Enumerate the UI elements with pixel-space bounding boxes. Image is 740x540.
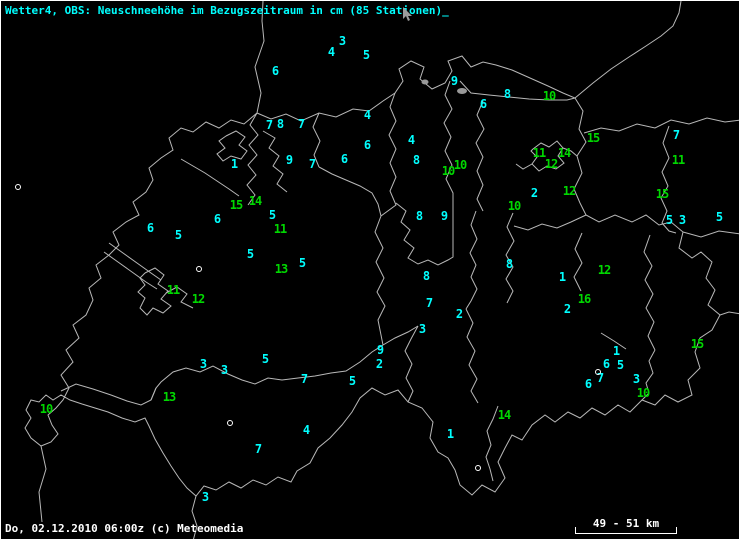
station-value: 12 [191, 292, 205, 306]
station-value: 16 [577, 292, 591, 306]
station-value: 9 [285, 153, 293, 167]
station-value: 6 [479, 97, 487, 111]
station-value: 1 [446, 427, 454, 441]
station-value: 15 [655, 187, 669, 201]
station-value: 6 [363, 138, 371, 152]
station-value: 2 [530, 186, 538, 200]
station-value: 7 [308, 157, 316, 171]
station-value: 6 [584, 377, 592, 391]
station-value: 4 [407, 133, 415, 147]
station-value: 8 [276, 117, 284, 131]
station-value: 8 [503, 87, 511, 101]
station-value: 15 [690, 337, 704, 351]
station-value: 7 [297, 117, 305, 131]
station-value: 6 [602, 357, 610, 371]
station-marker [196, 266, 202, 272]
station-value: 3 [220, 363, 228, 377]
station-value: 1 [612, 344, 620, 358]
station-value: 5 [362, 48, 370, 62]
station-value: 9 [450, 74, 458, 88]
station-value: 3 [338, 34, 346, 48]
station-marker [227, 420, 233, 426]
station-value: 8 [415, 209, 423, 223]
station-value: 8 [412, 153, 420, 167]
station-value: 2 [455, 307, 463, 321]
station-value: 9 [440, 209, 448, 223]
station-value: 10 [441, 164, 455, 178]
station-value: 14 [557, 146, 571, 160]
station-value: 3 [632, 372, 640, 386]
station-value: 15 [586, 131, 600, 145]
station-value: 5 [665, 213, 673, 227]
station-value: 2 [375, 357, 383, 371]
station-value: 3 [678, 213, 686, 227]
station-value: 10 [507, 199, 521, 213]
station-value: 1 [558, 270, 566, 284]
station-value: 11 [166, 283, 180, 297]
station-value: 5 [348, 374, 356, 388]
station-value: 5 [715, 210, 723, 224]
station-value: 4 [302, 423, 310, 437]
station-value: 5 [616, 358, 624, 372]
title-text: Wetter4, OBS: Neuschneehöhe im Bezugszei… [5, 4, 443, 17]
status-timestamp: Do, 02.12.2010 06:00z (c) Meteomedia [5, 522, 244, 535]
station-value: 12 [562, 184, 576, 198]
station-value: 6 [271, 64, 279, 78]
station-value: 3 [418, 322, 426, 336]
station-value: 7 [596, 371, 604, 385]
station-marker [595, 369, 601, 375]
station-value: 12 [597, 263, 611, 277]
station-value: 10 [542, 89, 556, 103]
station-value: 5 [246, 247, 254, 261]
station-value: 5 [174, 228, 182, 242]
station-value: 11 [532, 146, 546, 160]
station-value: 11 [671, 153, 685, 167]
station-value: 3 [199, 357, 207, 371]
station-value: 5 [268, 208, 276, 222]
scale-bracket [575, 527, 677, 534]
scale-bar: 49 - 51 km [561, 517, 691, 537]
station-value: 4 [363, 108, 371, 122]
scale-label: 49 - 51 km [592, 517, 660, 530]
station-value: 7 [672, 128, 680, 142]
station-value: 6 [213, 212, 221, 226]
station-value: 7 [265, 118, 273, 132]
station-value: 5 [261, 352, 269, 366]
window-title: Wetter4, OBS: Neuschneehöhe im Bezugszei… [5, 4, 449, 17]
station-value: 13 [162, 390, 176, 404]
station-value: 11 [273, 222, 287, 236]
station-value: 10 [39, 402, 53, 416]
mouse-cursor-icon [403, 7, 412, 21]
station-value: 8 [422, 269, 430, 283]
text-cursor: _ [442, 4, 449, 17]
station-value: 13 [274, 262, 288, 276]
station-marker [475, 465, 481, 471]
station-value: 14 [497, 408, 511, 422]
station-value: 5 [298, 256, 306, 270]
station-value: 2 [563, 302, 571, 316]
station-value: 15 [229, 198, 243, 212]
station-value: 1 [230, 157, 238, 171]
station-value: 10 [636, 386, 650, 400]
station-value: 7 [300, 372, 308, 386]
station-value: 10 [453, 158, 467, 172]
station-value: 4 [327, 45, 335, 59]
station-value: 3 [201, 490, 209, 504]
station-value: 6 [146, 221, 154, 235]
station-value: 14 [248, 194, 262, 208]
station-value: 8 [505, 257, 513, 271]
station-value: 7 [254, 442, 262, 456]
station-value: 9 [376, 343, 384, 357]
station-value: 12 [544, 157, 558, 171]
station-value: 6 [340, 152, 348, 166]
station-marker [15, 184, 21, 190]
station-value: 7 [425, 296, 433, 310]
